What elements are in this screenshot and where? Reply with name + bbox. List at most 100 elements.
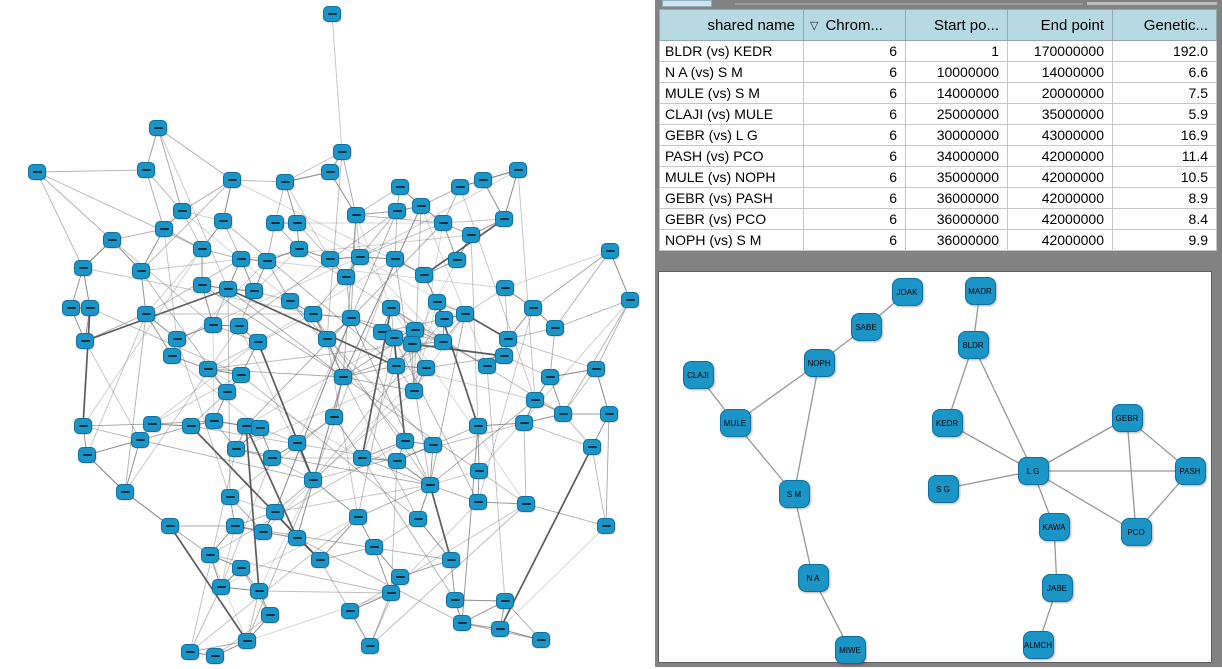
dense-node[interactable] — [453, 615, 471, 631]
dense-node[interactable] — [469, 418, 487, 434]
node-bldr[interactable]: BLDR — [957, 331, 989, 359]
dense-node[interactable] — [232, 560, 250, 576]
node-l-g[interactable]: L G — [1017, 457, 1049, 485]
dense-node[interactable] — [386, 251, 404, 267]
dense-node[interactable] — [541, 369, 559, 385]
dense-node[interactable] — [304, 306, 322, 322]
dense-node[interactable] — [365, 539, 383, 555]
dense-node[interactable] — [496, 593, 514, 609]
dense-node[interactable] — [382, 300, 400, 316]
dense-node[interactable] — [409, 511, 427, 527]
dense-node[interactable] — [491, 621, 509, 637]
dense-node[interactable] — [245, 283, 263, 299]
dense-node[interactable] — [391, 569, 409, 585]
dense-node[interactable] — [173, 203, 191, 219]
dense-node[interactable] — [412, 198, 430, 214]
dense-node[interactable] — [385, 330, 403, 346]
table-row[interactable]: BLDR (vs) KEDR 6 1 170000000 192.0 — [659, 40, 1217, 62]
dense-node[interactable] — [428, 294, 446, 310]
dense-node[interactable] — [532, 632, 550, 648]
dense-node[interactable] — [62, 300, 80, 316]
dense-node[interactable] — [469, 494, 487, 510]
dense-node[interactable] — [496, 280, 514, 296]
dense-node[interactable] — [258, 253, 276, 269]
dense-node[interactable] — [212, 579, 230, 595]
dense-node[interactable] — [76, 333, 94, 349]
dense-node[interactable] — [341, 603, 359, 619]
dense-node[interactable] — [495, 211, 513, 227]
dense-node[interactable] — [78, 447, 96, 463]
dense-node[interactable] — [405, 383, 423, 399]
dense-node[interactable] — [290, 241, 308, 257]
dense-node[interactable] — [349, 509, 367, 525]
dense-node[interactable] — [509, 162, 527, 178]
dense-node[interactable] — [321, 251, 339, 267]
dense-node[interactable] — [388, 453, 406, 469]
dense-node[interactable] — [526, 392, 544, 408]
dense-node[interactable] — [103, 232, 121, 248]
dense-node[interactable] — [361, 638, 379, 654]
node-jabe[interactable]: JABE — [1041, 574, 1073, 602]
dense-node[interactable] — [182, 418, 200, 434]
dense-node[interactable] — [554, 406, 572, 422]
scrollbar-track[interactable] — [735, 3, 1083, 5]
dense-node[interactable] — [206, 648, 224, 664]
dense-network-panel[interactable] — [0, 0, 655, 669]
dense-node[interactable] — [254, 524, 272, 540]
node-madr[interactable]: MADR — [964, 277, 996, 305]
dense-node[interactable] — [600, 406, 618, 422]
dense-node[interactable] — [149, 120, 167, 136]
filter-icon[interactable]: ▽ — [810, 19, 819, 32]
dense-node[interactable] — [288, 530, 306, 546]
node-sabe[interactable]: SABE — [850, 313, 882, 341]
dense-node[interactable] — [351, 249, 369, 265]
dense-node[interactable] — [587, 361, 605, 377]
dense-node[interactable] — [227, 441, 245, 457]
node-kawa[interactable]: KAWA — [1038, 513, 1070, 541]
node-n-a[interactable]: N A — [797, 564, 829, 592]
dense-node[interactable] — [199, 361, 217, 377]
dense-node[interactable] — [219, 281, 237, 297]
dense-node[interactable] — [478, 358, 496, 374]
dense-node[interactable] — [193, 241, 211, 257]
dense-node[interactable] — [131, 432, 149, 448]
dense-node[interactable] — [266, 215, 284, 231]
dense-node[interactable] — [347, 207, 365, 223]
dense-node[interactable] — [435, 311, 453, 327]
dense-node[interactable] — [81, 300, 99, 316]
dense-node[interactable] — [406, 322, 424, 338]
dense-node[interactable] — [251, 420, 269, 436]
dense-node[interactable] — [583, 439, 601, 455]
dense-node[interactable] — [421, 477, 439, 493]
dense-node[interactable] — [382, 585, 400, 601]
node-s-m[interactable]: S M — [778, 480, 810, 508]
dense-node[interactable] — [601, 243, 619, 259]
dense-node[interactable] — [342, 310, 360, 326]
dense-node[interactable] — [214, 213, 232, 229]
dense-node[interactable] — [137, 162, 155, 178]
dense-node[interactable] — [74, 418, 92, 434]
dense-node[interactable] — [391, 179, 409, 195]
table-row[interactable]: MULE (vs) NOPH 6 35000000 42000000 10.5 — [659, 166, 1217, 188]
dense-node[interactable] — [288, 215, 306, 231]
dense-node[interactable] — [434, 334, 452, 350]
dense-node[interactable] — [451, 179, 469, 195]
column-header[interactable]: Start po... — [905, 9, 1008, 41]
dense-node[interactable] — [205, 413, 223, 429]
node-s-g[interactable]: S G — [927, 475, 959, 503]
dense-node[interactable] — [74, 260, 92, 276]
dense-node[interactable] — [415, 267, 433, 283]
dense-node[interactable] — [288, 435, 306, 451]
column-header[interactable]: ▽ Chrom... — [803, 9, 906, 41]
dense-node[interactable] — [132, 263, 150, 279]
node-pash[interactable]: PASH — [1174, 457, 1206, 485]
dense-node[interactable] — [337, 269, 355, 285]
dense-node[interactable] — [263, 450, 281, 466]
dense-node[interactable] — [226, 518, 244, 534]
node-joak[interactable]: JOAK — [891, 278, 923, 306]
table-row[interactable]: GEBR (vs) PCO 6 36000000 42000000 8.4 — [659, 208, 1217, 230]
dense-node[interactable] — [546, 320, 564, 336]
dense-node[interactable] — [28, 164, 46, 180]
genetic-network-panel[interactable]: JOAK MADR SABE BLDR NOPH CLAJI MULE KEDR GEBR L G… — [658, 271, 1212, 664]
dense-node[interactable] — [155, 221, 173, 237]
